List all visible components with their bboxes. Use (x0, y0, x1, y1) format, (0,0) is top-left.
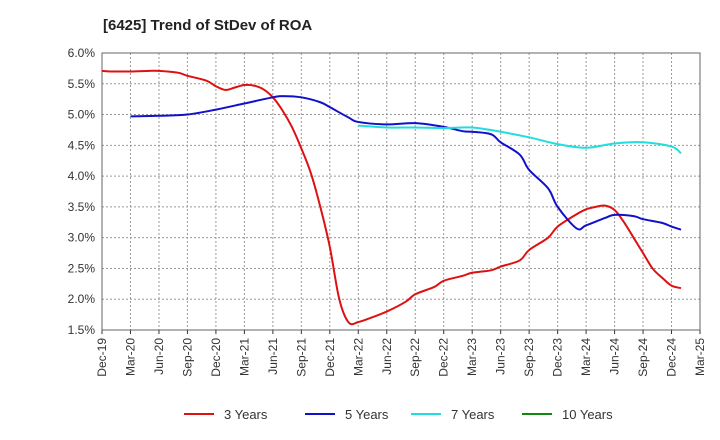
x-tick-label: Jun-20 (152, 338, 166, 375)
y-tick-label: 2.5% (68, 261, 96, 275)
x-tick-label: Mar-23 (465, 338, 479, 376)
y-tick-label: 4.0% (68, 169, 96, 183)
plot-frame (101, 52, 701, 331)
x-tick-label: Mar-22 (351, 338, 365, 376)
series-line-7-years (358, 124, 682, 155)
x-tick-label: Jun-23 (494, 338, 508, 375)
x-tick-label: Dec-22 (437, 338, 451, 377)
x-tick-label: Mar-25 (693, 338, 707, 376)
x-tick-label: Mar-21 (237, 338, 251, 376)
x-tick-label: Dec-20 (209, 338, 223, 377)
y-tick-label: 5.5% (68, 77, 96, 91)
x-tick-label: Sep-20 (180, 338, 194, 377)
x-tick-label: Jun-21 (266, 338, 280, 375)
x-tick-label: Mar-20 (123, 338, 137, 376)
x-tick-label: Dec-24 (665, 338, 679, 377)
series-line-5-years (130, 95, 682, 231)
y-tick-label: 3.5% (68, 200, 96, 214)
grid (101, 52, 701, 331)
legend-label-3-years: 3 Years (224, 407, 268, 422)
y-tick-label: 2.0% (68, 292, 96, 306)
series-line-3-years (101, 69, 682, 326)
x-tick-label: Sep-24 (636, 338, 650, 377)
legend-label-5-years: 5 Years (345, 407, 389, 422)
series-layer (101, 69, 682, 326)
legend-label-7-years: 7 Years (451, 407, 495, 422)
x-tick-label: Jun-24 (608, 338, 622, 375)
chart-title: [6425] Trend of StDev of ROA (103, 17, 312, 34)
y-tick-label: 4.5% (68, 138, 96, 152)
y-tick-label: 6.0% (68, 46, 96, 60)
y-tick-label: 1.5% (68, 323, 96, 337)
legend-label-10-years: 10 Years (562, 407, 613, 422)
x-tick-label: Dec-23 (551, 338, 565, 377)
y-tick-label: 3.0% (68, 231, 96, 245)
x-tick-label: Sep-22 (408, 338, 422, 377)
x-tick-label: Dec-21 (323, 338, 337, 377)
x-tick-label: Dec-19 (95, 338, 109, 377)
y-tick-label: 5.0% (68, 108, 96, 122)
x-tick-label: Sep-23 (522, 338, 536, 377)
x-tick-label: Mar-24 (579, 338, 593, 376)
legend: 3 Years 5 Years 7 Years 10 Years (184, 407, 613, 422)
x-tick-label: Sep-21 (294, 338, 308, 377)
axes: 6.0% 5.5% 5.0% 4.5% 4.0% 3.5% 3.0% 2.5% 2.0% 1.5%… (68, 46, 707, 377)
x-tick-label: Jun-22 (380, 338, 394, 375)
